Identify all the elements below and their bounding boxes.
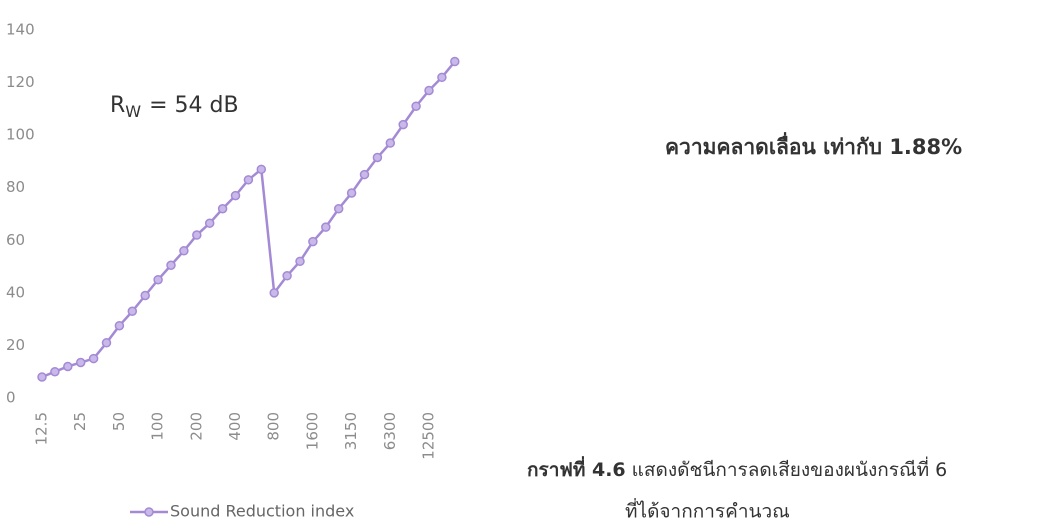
x-tick-label: 400 — [226, 412, 244, 441]
caption-line: ที่ได้จากการคำนวณ — [625, 498, 790, 523]
point — [282, 271, 292, 281]
rating-text: = 54 dB — [149, 93, 238, 118]
y-tick-label: 80 — [6, 178, 25, 196]
point — [217, 203, 228, 214]
point — [321, 222, 331, 232]
point — [204, 218, 215, 228]
y-tick-label: 100 — [6, 126, 35, 144]
y-tick-label: 0 — [6, 389, 16, 407]
series-line — [41, 60, 456, 379]
point — [269, 288, 279, 298]
x-tick-label: 6300 — [381, 412, 399, 450]
x-tick-label: 3150 — [342, 412, 360, 450]
y-tick-label: 120 — [6, 73, 35, 91]
point — [359, 169, 370, 180]
y-tick-label: 20 — [6, 336, 25, 354]
point — [256, 164, 267, 175]
point — [140, 290, 150, 301]
y-tick-label: 40 — [6, 283, 25, 301]
caption: กราฟที่ 4.6 แสดงดัชนีการลดเสียงของผนังกรณ… — [527, 456, 947, 481]
point — [424, 85, 434, 96]
point — [450, 56, 460, 67]
x-tick-label: 800 — [265, 412, 283, 441]
point — [63, 361, 73, 372]
point — [230, 190, 241, 201]
error-annotation: ความคลาดเลื่อน เท่ากับ 1.88% — [665, 131, 962, 159]
x-tick-label: 12.5 — [33, 412, 51, 445]
point — [179, 246, 189, 256]
point — [153, 274, 163, 285]
point — [114, 320, 125, 331]
point — [127, 306, 138, 317]
y-tick-label: 60 — [6, 231, 25, 249]
point — [243, 175, 254, 185]
point — [333, 203, 344, 214]
point — [75, 357, 86, 368]
point — [295, 256, 305, 267]
y-tick-label: 140 — [6, 21, 35, 39]
point — [88, 353, 99, 364]
rating-annotation: RW = 54 dB — [110, 93, 239, 121]
point — [372, 152, 383, 163]
x-tick-label: 12500 — [420, 412, 438, 460]
point — [192, 230, 202, 240]
x-tick-label: 1600 — [303, 412, 321, 450]
point — [411, 101, 421, 111]
point — [398, 119, 408, 130]
rating-symbol: R — [110, 93, 125, 118]
point — [166, 260, 176, 271]
point — [437, 72, 447, 83]
caption-label: กราฟที่ 4.6 — [527, 456, 626, 481]
x-tick-label: 200 — [187, 412, 205, 441]
point — [346, 188, 357, 198]
legend-marker — [144, 507, 154, 517]
point — [308, 236, 318, 247]
caption-text: แสดงดัชนีการลดเสียงของผนังกรณีที่ 6 — [632, 456, 948, 481]
point — [101, 338, 112, 348]
rating-subscript: W — [125, 102, 141, 121]
x-tick-label: 50 — [110, 412, 128, 431]
point — [37, 372, 47, 382]
point — [385, 138, 396, 148]
x-tick-label: 100 — [149, 412, 167, 441]
x-tick-label: 25 — [71, 412, 89, 431]
point — [50, 366, 60, 377]
legend-label: Sound Reduction index — [170, 502, 354, 521]
